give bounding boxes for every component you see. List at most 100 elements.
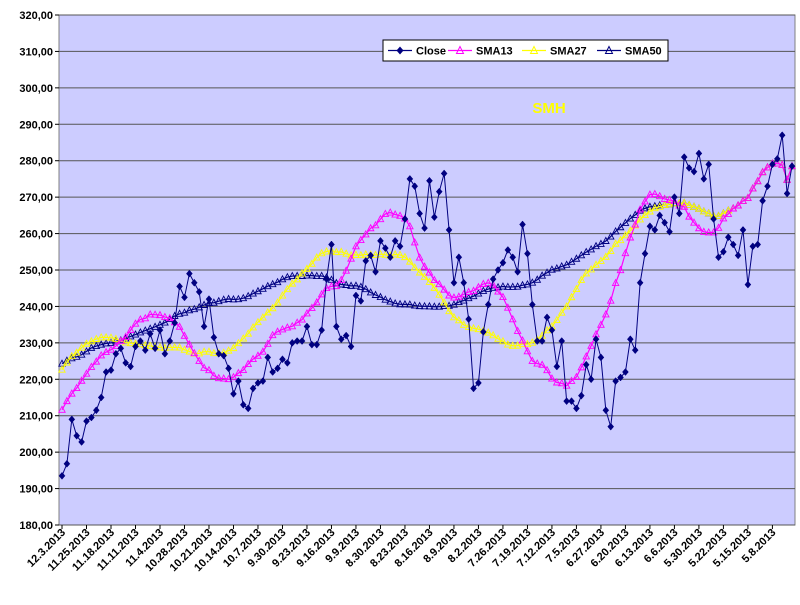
- sma50-point: [307, 271, 316, 279]
- close-point: [308, 340, 316, 349]
- sma27-point: [699, 207, 708, 215]
- close-point: [690, 167, 698, 176]
- sma13-point: [347, 254, 356, 262]
- y-tick-label: 270,00: [19, 192, 53, 204]
- sma50-point: [229, 294, 238, 303]
- sma13-point: [180, 331, 189, 339]
- close-point: [73, 431, 81, 440]
- sma50-point: [160, 318, 169, 326]
- sma27-point: [239, 334, 248, 342]
- sma13-point: [572, 372, 581, 380]
- sma27-point: [175, 343, 184, 351]
- sma50-point: [361, 284, 370, 293]
- legend-label: SMA13: [476, 46, 513, 58]
- sma50-point: [498, 282, 507, 290]
- sma50-point: [136, 327, 145, 336]
- close-point: [78, 438, 85, 446]
- legend-label: SMA27: [550, 46, 587, 58]
- sma13-point: [263, 339, 272, 347]
- close-point: [489, 275, 497, 283]
- close-point: [333, 322, 340, 331]
- sma13-point: [645, 190, 654, 198]
- sma27-point: [317, 248, 326, 257]
- close-point: [587, 375, 595, 384]
- sma13-point: [489, 280, 498, 288]
- sma50-point: [205, 298, 213, 307]
- sma50-point: [317, 271, 326, 279]
- sma50-point: [420, 301, 429, 310]
- y-tick-label: 320,00: [19, 10, 53, 22]
- sma27-point: [430, 283, 439, 291]
- sma27-point: [582, 268, 591, 277]
- y-tick-label: 290,00: [19, 119, 53, 131]
- sma13-point: [126, 325, 135, 334]
- sma27-point: [552, 315, 561, 324]
- sma27-point: [469, 323, 478, 332]
- close-point: [372, 267, 379, 276]
- sma50-point: [484, 284, 493, 292]
- sma13-point: [381, 209, 390, 217]
- sma50-point: [371, 290, 380, 298]
- sma13-point: [552, 378, 561, 386]
- sma13-point: [587, 341, 596, 349]
- close-point: [705, 160, 713, 169]
- sma50-point: [82, 346, 91, 355]
- close-point: [181, 293, 188, 302]
- close-point: [764, 182, 771, 191]
- close-point: [641, 249, 649, 258]
- sma13-point: [82, 369, 91, 377]
- sma27-point: [200, 347, 209, 355]
- sma13-point: [670, 196, 679, 205]
- close-point: [225, 364, 232, 373]
- y-tick-label: 310,00: [19, 46, 53, 58]
- sma50-point: [454, 297, 463, 306]
- y-tick-label: 240,00: [19, 301, 53, 313]
- sma13-point: [151, 310, 160, 318]
- sma50-point: [312, 271, 321, 279]
- sma27-point: [249, 322, 258, 331]
- close-point: [284, 359, 291, 367]
- sma50-point: [430, 302, 439, 310]
- close-point: [357, 297, 365, 305]
- sma50-point: [645, 202, 654, 210]
- sma13-point: [567, 376, 576, 384]
- close-point: [671, 193, 678, 202]
- sma50-point: [224, 294, 233, 302]
- close-point: [254, 379, 262, 387]
- sma27-point: [92, 334, 101, 342]
- close-point: [244, 404, 252, 413]
- sma13-point: [734, 201, 743, 209]
- sma27-point: [209, 348, 218, 357]
- sma27-point: [655, 202, 664, 210]
- sma13-point: [445, 291, 453, 299]
- sma13-point: [175, 322, 184, 330]
- sma50-point: [631, 210, 640, 218]
- close-point: [445, 226, 453, 234]
- close-point: [470, 384, 477, 393]
- sma13-point: [415, 253, 424, 261]
- sma13-point: [778, 160, 787, 168]
- close-point: [680, 153, 688, 161]
- close-point: [440, 169, 448, 178]
- close-point: [161, 349, 169, 358]
- sma13-point: [518, 336, 527, 344]
- close-point: [499, 258, 507, 267]
- close-point: [715, 253, 722, 262]
- sma13-point: [479, 279, 488, 287]
- sma50-point: [552, 263, 561, 272]
- sma50-point: [102, 338, 111, 347]
- close-point: [529, 300, 536, 309]
- sma27-point: [337, 247, 346, 255]
- close-point: [396, 242, 404, 251]
- y-tick-label: 280,00: [19, 156, 53, 168]
- sma13-point: [58, 405, 66, 413]
- sma13-point: [205, 365, 213, 374]
- close-point: [132, 342, 139, 351]
- close-point: [455, 253, 463, 262]
- sma13-point: [719, 213, 728, 222]
- y-tick-label: 300,00: [19, 83, 53, 95]
- close-point: [646, 222, 654, 231]
- sma50-point: [288, 271, 297, 279]
- close-point: [484, 300, 492, 309]
- close-point: [568, 397, 575, 406]
